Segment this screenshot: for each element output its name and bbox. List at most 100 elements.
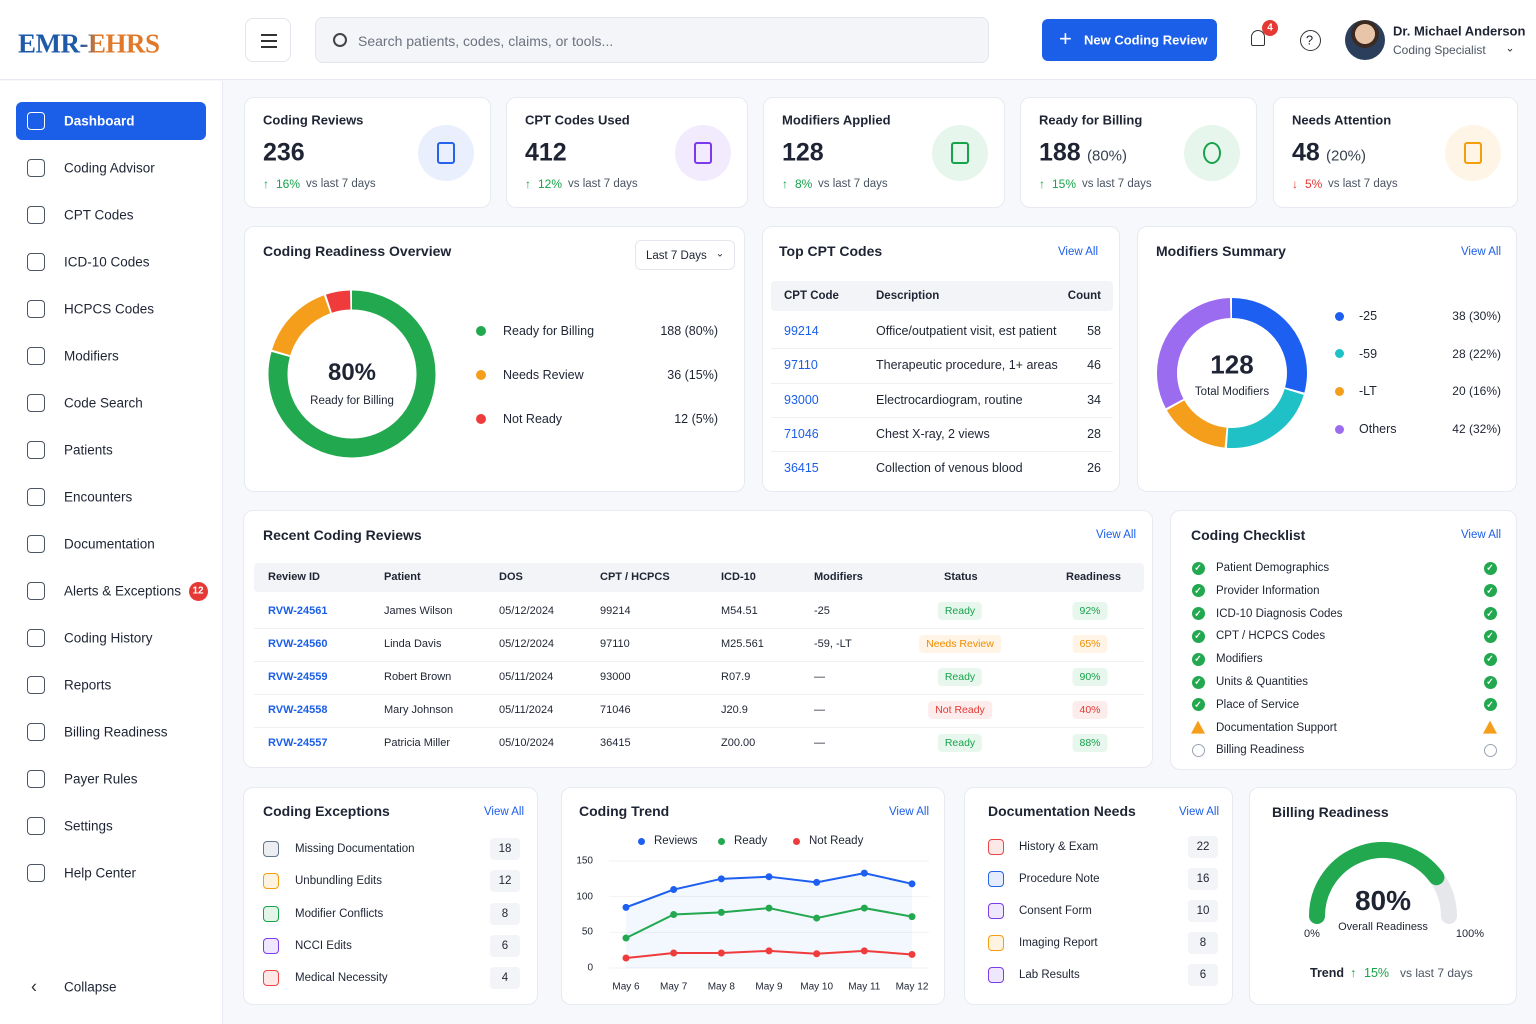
- collapse-label[interactable]: Collapse: [64, 979, 117, 995]
- trend-point: [765, 873, 773, 881]
- view-all-link[interactable]: View All: [1460, 529, 1501, 541]
- nav-item[interactable]: ICD-10 Codes: [16, 243, 206, 281]
- view-all-link[interactable]: View All: [1178, 806, 1219, 818]
- user-menu-chevron[interactable]: ⌄: [1505, 42, 1515, 55]
- nav-item[interactable]: Coding Advisor: [16, 149, 206, 187]
- view-all-link[interactable]: View All: [1095, 529, 1136, 541]
- item-count: 8: [1199, 937, 1207, 949]
- nav-item[interactable]: Documentation: [16, 525, 206, 563]
- nav-icon: [27, 159, 45, 177]
- check-glyph: ✓: [1486, 585, 1494, 596]
- period-dropdown[interactable]: Last 7 Days ⌄: [635, 240, 735, 270]
- trend-point: [622, 954, 630, 962]
- item-icon: [263, 970, 279, 987]
- legend-value: 28 (22%): [1452, 346, 1501, 361]
- view-all-link[interactable]: View All: [483, 806, 524, 818]
- kpi-change: 5%: [1305, 177, 1323, 191]
- nav-item[interactable]: Alerts & Exceptions 12: [16, 572, 208, 610]
- nav-item[interactable]: Help Center: [16, 854, 206, 892]
- nav-item[interactable]: HCPCS Codes: [16, 290, 206, 328]
- table-cell: Z00.00: [721, 737, 756, 749]
- check-icon: ✓: [1483, 675, 1497, 689]
- check-icon: ✓: [1483, 607, 1497, 621]
- nav-label: CPT Codes: [64, 207, 134, 223]
- nav-item[interactable]: Modifiers: [16, 337, 206, 375]
- kpi-card: Ready for Billing 188 (80%) ↑ 15% vs last 7 d…: [1020, 97, 1257, 208]
- new-review-button[interactable]: + New Coding Review: [1042, 19, 1217, 61]
- search-box[interactable]: Search patients, codes, claims, or tools…: [315, 17, 989, 63]
- nav-label: Coding History: [64, 630, 153, 646]
- table-cell: 05/12/2024: [499, 638, 555, 650]
- period-chevron: ⌄: [715, 248, 725, 260]
- nav-item[interactable]: Dashboard: [16, 102, 206, 140]
- status-pill: Ready: [937, 668, 983, 686]
- kpi-value: 236: [263, 138, 305, 167]
- table-cell[interactable]: 99214: [784, 324, 819, 338]
- checklist-label: Billing Readiness: [1216, 744, 1305, 757]
- kpi-change: 12%: [538, 177, 563, 191]
- help-button[interactable]: ?: [1299, 29, 1321, 51]
- nav-item[interactable]: CPT Codes: [16, 196, 206, 234]
- item-label: Modifier Conflicts: [295, 907, 384, 920]
- table-cell[interactable]: 71046: [784, 426, 819, 441]
- nav-item[interactable]: Coding History: [16, 619, 206, 657]
- bell-icon: [1251, 30, 1265, 46]
- column-header: Review ID: [268, 571, 320, 583]
- trend-point: [622, 934, 630, 942]
- count-badge: 10: [1188, 900, 1218, 922]
- y-tick-label: 0: [587, 962, 593, 974]
- kpi-glyph: [951, 142, 969, 164]
- menu-bar: [261, 34, 277, 36]
- table-cell[interactable]: 97110: [784, 358, 818, 373]
- table-cell[interactable]: RVW-24557: [268, 737, 328, 749]
- gauge-value-label: 80%: [1354, 885, 1412, 916]
- column-header: Readiness: [1066, 571, 1122, 583]
- nav-icon: [27, 629, 45, 647]
- card-title: Billing Readiness: [1272, 804, 1389, 820]
- table-cell[interactable]: 93000: [784, 392, 819, 407]
- kpi-card: Coding Reviews 236 ↑ 16% vs last 7 days: [244, 97, 491, 208]
- check-glyph: ✓: [1486, 562, 1494, 573]
- nav-item[interactable]: Code Search: [16, 384, 206, 422]
- user-name: Dr. Michael Anderson: [1393, 23, 1526, 39]
- view-all-link[interactable]: View All: [1057, 246, 1098, 258]
- search-icon: [333, 33, 347, 47]
- table-cell: Robert Brown: [384, 671, 452, 683]
- item-count: 4: [501, 972, 509, 985]
- table-cell[interactable]: RVW-24558: [268, 704, 328, 716]
- nav-item[interactable]: Encounters: [16, 478, 206, 516]
- view-all-link[interactable]: View All: [888, 806, 929, 818]
- nav-item[interactable]: Reports: [16, 666, 206, 704]
- item-icon: [263, 905, 279, 922]
- legend-value: 20 (16%): [1452, 384, 1501, 399]
- notifications[interactable]: 4: [1248, 20, 1278, 50]
- card-title: Top CPT Codes: [779, 243, 883, 259]
- collapse-chevron[interactable]: ‹: [31, 976, 37, 997]
- nav-item[interactable]: Payer Rules: [16, 760, 206, 798]
- table-cell[interactable]: 36415: [784, 461, 819, 476]
- nav-item[interactable]: Patients: [16, 431, 206, 469]
- legend-dot: [1334, 424, 1344, 434]
- donut-segment: [1157, 298, 1307, 448]
- column-header: Modifiers: [814, 571, 863, 583]
- nav-icon: [27, 582, 45, 600]
- table-cell: 28: [1087, 426, 1101, 441]
- table-cell[interactable]: RVW-24560: [268, 638, 328, 650]
- kpi-compare: vs last 7 days: [818, 178, 888, 190]
- warning-icon: [1191, 720, 1205, 734]
- legend-name: -LT: [1359, 384, 1377, 399]
- legend-name: Others: [1359, 422, 1397, 437]
- check-glyph: ✓: [1486, 608, 1494, 619]
- nav-item[interactable]: Billing Readiness: [16, 713, 206, 751]
- view-all-link[interactable]: View All: [1460, 246, 1501, 258]
- row-divider: [254, 694, 1144, 695]
- nav-item[interactable]: Settings: [16, 807, 206, 845]
- table-cell: -59, -LT: [814, 638, 852, 650]
- nav-badge: 12: [188, 581, 208, 601]
- nav-icon: [27, 723, 45, 741]
- recent-reviews-card: Recent Coding Reviews View All Review ID Pa…: [243, 510, 1153, 768]
- menu-button[interactable]: [245, 18, 291, 62]
- table-cell[interactable]: RVW-24561: [268, 605, 328, 617]
- table-cell[interactable]: RVW-24559: [268, 671, 328, 683]
